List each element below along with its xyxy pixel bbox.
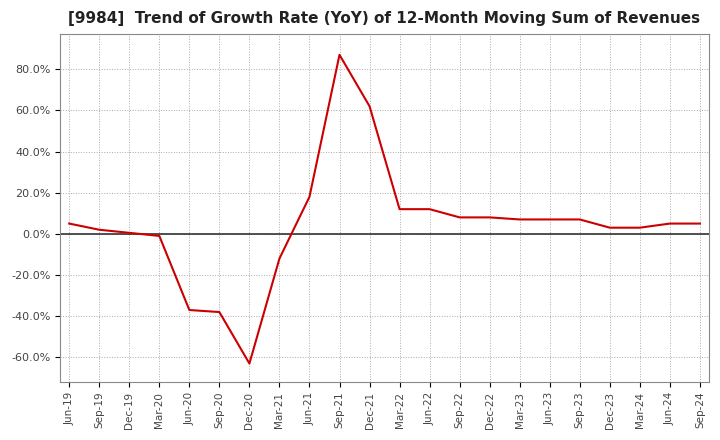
Title: [9984]  Trend of Growth Rate (YoY) of 12-Month Moving Sum of Revenues: [9984] Trend of Growth Rate (YoY) of 12-… <box>68 11 701 26</box>
